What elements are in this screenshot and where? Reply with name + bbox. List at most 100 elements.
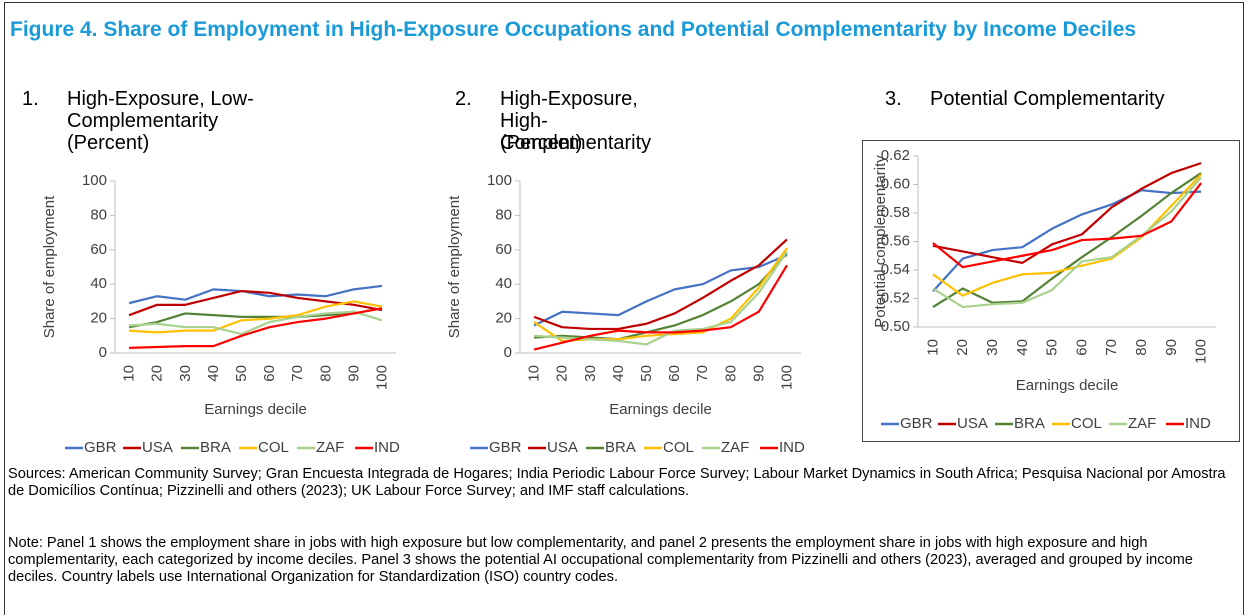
x-tick-label: 10 xyxy=(526,365,543,382)
chart-panel: 0 20 40 60 80 100 10 20 30 40 50 60 70 80 90 100 Share o… xyxy=(446,172,805,456)
x-tick-label: 10 xyxy=(121,365,138,382)
legend-label: COL xyxy=(663,439,694,456)
note: Note: Panel 1 shows the employment share… xyxy=(8,535,1193,585)
x-tick-label: 100 xyxy=(778,365,795,390)
y-tick-label: 0 xyxy=(504,344,512,361)
series-line xyxy=(932,176,1202,309)
y-tick-label: 40 xyxy=(495,275,512,292)
panel-heading: 2. High-Exposure, High-Complementarity (… xyxy=(455,88,715,158)
sources: Sources: American Community Survey; Gran… xyxy=(8,466,1226,499)
series-line xyxy=(932,173,1202,297)
legend-label: BRA xyxy=(200,439,231,456)
x-tick-label: 40 xyxy=(610,365,627,382)
x-tick-label: 30 xyxy=(582,365,599,382)
y-tick-label: 60 xyxy=(495,241,512,258)
y-tick-label: 20 xyxy=(90,310,107,327)
y-tick-label: 0.56 xyxy=(881,232,910,249)
panel-number: 2. xyxy=(455,88,472,110)
series-line xyxy=(128,310,383,336)
legend-label: ZAF xyxy=(316,439,344,456)
x-tick-label: 90 xyxy=(345,365,362,382)
legend-label: GBR xyxy=(900,415,933,432)
series-line xyxy=(128,307,383,329)
y-tick-label: 40 xyxy=(90,275,107,292)
x-tick-label: 70 xyxy=(1103,339,1120,356)
x-tick-label: 60 xyxy=(666,365,683,382)
series-line xyxy=(533,253,788,327)
y-tick-label: 0 xyxy=(99,344,107,361)
x-tick-label: 90 xyxy=(1163,339,1180,356)
y-tick-label: 0.52 xyxy=(881,289,910,306)
x-tick-label: 80 xyxy=(1133,339,1150,356)
series-line xyxy=(932,172,1202,308)
series-line xyxy=(533,238,788,331)
series-line xyxy=(932,182,1202,269)
x-tick-label: 70 xyxy=(694,365,711,382)
y-axis-title: Share of employment xyxy=(446,195,463,338)
x-tick-label: 30 xyxy=(177,365,194,382)
series-line xyxy=(932,162,1202,264)
x-tick-label: 30 xyxy=(984,339,1001,356)
y-tick-label: 100 xyxy=(82,172,107,189)
y-tick-label: 20 xyxy=(495,310,512,327)
series-line xyxy=(533,264,788,351)
x-axis-title: Earnings decile xyxy=(204,401,307,418)
y-tick-label: 0.60 xyxy=(881,175,910,192)
legend-label: IND xyxy=(779,439,805,456)
x-tick-label: 20 xyxy=(954,339,971,356)
panel-number: 3. xyxy=(885,88,902,110)
panel-title: High-Exposure, High-Complementarity xyxy=(500,88,652,154)
panel-heading: 1. High-Exposure, Low-Complementarity (P… xyxy=(22,88,282,158)
y-tick-label: 80 xyxy=(90,206,107,223)
legend-label: GBR xyxy=(84,439,117,456)
x-tick-label: 50 xyxy=(1044,339,1061,356)
y-axis-title: Potential complementarity xyxy=(872,155,889,328)
frame xyxy=(4,2,1244,615)
legend-label: USA xyxy=(957,415,988,432)
y-axis-title: Share of employment xyxy=(41,195,58,338)
series-line xyxy=(533,252,788,341)
panel-number: 1. xyxy=(22,88,39,110)
x-tick-label: 40 xyxy=(1014,339,1031,356)
chart-panel: 0 20 40 60 80 100 10 20 30 40 50 60 70 80 90 100 Share o… xyxy=(41,172,400,456)
legend-label: ZAF xyxy=(721,439,749,456)
x-tick-label: 50 xyxy=(233,365,250,382)
legend-label: USA xyxy=(547,439,578,456)
y-tick-label: 0.62 xyxy=(881,147,910,164)
panel-subtitle: (Percent) xyxy=(67,132,150,154)
panel-heading: 3. Potential Complementarity xyxy=(885,88,1225,118)
legend-label: ZAF xyxy=(1128,415,1156,432)
legend-label: IND xyxy=(374,439,400,456)
figure-title: Figure 4. Share of Employment in High-Ex… xyxy=(10,18,1137,41)
x-tick-label: 70 xyxy=(289,365,306,382)
x-tick-label: 80 xyxy=(722,365,739,382)
x-tick-label: 20 xyxy=(149,365,166,382)
x-tick-label: 90 xyxy=(750,365,767,382)
series-line xyxy=(128,284,383,305)
legend-label: BRA xyxy=(605,439,636,456)
legend-label: COL xyxy=(1071,415,1102,432)
x-tick-label: 60 xyxy=(1073,339,1090,356)
y-tick-label: 60 xyxy=(90,241,107,258)
y-tick-label: 0.50 xyxy=(881,318,910,335)
x-tick-label: 50 xyxy=(638,365,655,382)
x-tick-label: 100 xyxy=(1193,339,1210,364)
y-tick-label: 100 xyxy=(487,172,512,189)
panel-subtitle: (Percent) xyxy=(500,132,583,154)
x-tick-label: 20 xyxy=(554,365,571,382)
panel-title: Potential Complementarity xyxy=(930,88,1165,110)
x-tick-label: 100 xyxy=(373,365,390,390)
legend-label: BRA xyxy=(1014,415,1045,432)
y-tick-label: 0.54 xyxy=(881,261,910,278)
x-tick-label: 80 xyxy=(317,365,334,382)
x-tick-label: 60 xyxy=(261,365,278,382)
legend-label: USA xyxy=(142,439,173,456)
x-axis-title: Earnings decile xyxy=(609,401,712,418)
y-tick-label: 0.58 xyxy=(881,204,910,221)
chart-panel: 0.50 0.52 0.54 0.56 0.58 0.60 0.62 10 20 30 40 50 60… xyxy=(862,140,1240,442)
panel-title: High-Exposure, Low-Complementarity xyxy=(67,88,254,132)
legend-label: IND xyxy=(1185,415,1211,432)
series-line xyxy=(128,300,383,334)
legend-label: GBR xyxy=(489,439,522,456)
